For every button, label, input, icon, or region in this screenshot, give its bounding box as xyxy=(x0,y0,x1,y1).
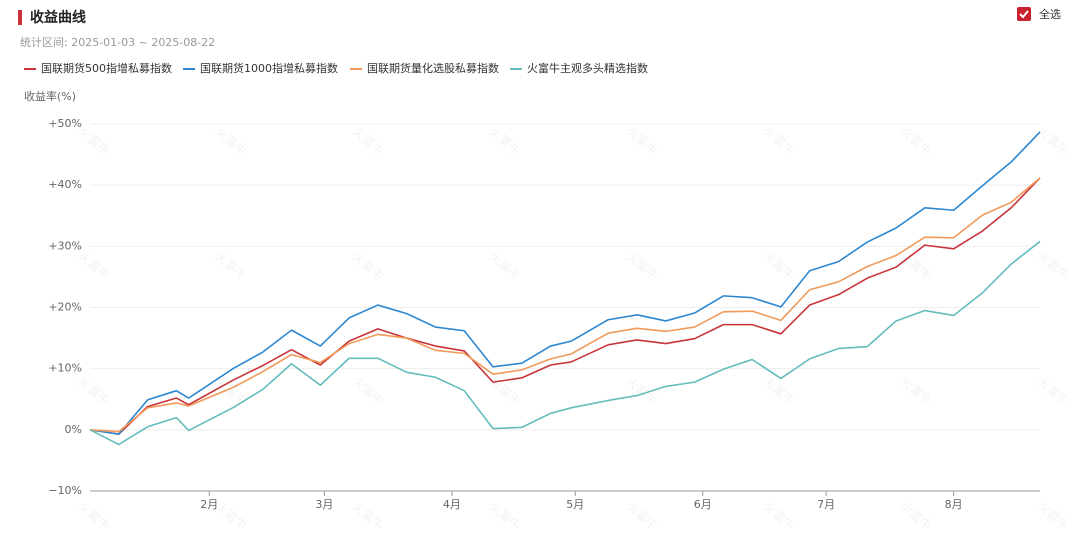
watermark: 火富牛 xyxy=(761,123,798,158)
y-tick-label: +20% xyxy=(48,301,82,314)
legend-label: 火富牛主观多头精选指数 xyxy=(527,61,648,75)
x-tick-label: 8月 xyxy=(945,498,963,511)
watermark: 火富牛 xyxy=(898,498,935,533)
watermark: 火富牛 xyxy=(1035,498,1072,533)
legend-label: 国联期货500指增私募指数 xyxy=(41,61,172,75)
watermark: 火富牛 xyxy=(213,123,250,158)
x-tick-label: 7月 xyxy=(817,498,835,511)
watermark: 火富牛 xyxy=(624,373,661,408)
y-tick-label: +50% xyxy=(48,117,82,130)
watermark: 火富牛 xyxy=(624,498,661,533)
watermark: 火富牛 xyxy=(76,498,113,533)
select-all[interactable]: 全选 xyxy=(1039,7,1061,21)
checkbox[interactable] xyxy=(1017,7,1031,21)
watermark: 火富牛 xyxy=(761,248,798,283)
watermark: 火富牛 xyxy=(350,248,387,283)
x-tick-label: 6月 xyxy=(694,498,712,511)
watermark: 火富牛 xyxy=(487,123,524,158)
legend-label: 国联期货1000指增私募指数 xyxy=(200,61,338,75)
watermark: 火富牛 xyxy=(350,123,387,158)
x-tick-label: 2月 xyxy=(200,498,218,511)
title-bar xyxy=(18,10,22,25)
watermark: 火富牛 xyxy=(1035,123,1072,158)
series-line xyxy=(89,177,1041,433)
watermark: 火富牛 xyxy=(350,498,387,533)
x-tick-label: 3月 xyxy=(315,498,333,511)
watermark: 火富牛 xyxy=(350,373,387,408)
watermark: 火富牛 xyxy=(1035,248,1072,283)
watermark: 火富牛 xyxy=(761,498,798,533)
y-axis-label: 收益率(%) xyxy=(24,89,76,103)
watermark: 火富牛 xyxy=(213,248,250,283)
x-tick-label: 5月 xyxy=(566,498,584,511)
y-tick-label: +10% xyxy=(48,362,82,375)
watermark: 火富牛 xyxy=(898,123,935,158)
watermark: 火富牛 xyxy=(213,498,250,533)
watermark: 火富牛 xyxy=(487,248,524,283)
legend-label: 国联期货量化选股私募指数 xyxy=(367,61,499,75)
y-tick-label: −10% xyxy=(48,484,82,497)
watermark: 火富牛 xyxy=(1035,373,1072,408)
series-line xyxy=(89,240,1041,446)
check-icon xyxy=(1019,10,1029,19)
watermark: 火富牛 xyxy=(624,123,661,158)
watermark: 火富牛 xyxy=(898,373,935,408)
y-tick-label: +40% xyxy=(48,178,82,191)
y-tick-label: +30% xyxy=(48,239,82,252)
watermark: 火富牛 xyxy=(76,373,113,408)
watermark: 火富牛 xyxy=(76,248,113,283)
watermark: 火富牛 xyxy=(761,373,798,408)
series-line xyxy=(89,131,1041,435)
y-tick-label: 0% xyxy=(65,423,82,436)
watermark: 火富牛 xyxy=(898,248,935,283)
x-tick-label: 4月 xyxy=(443,498,461,511)
subtitle: 统计区间: 2025-01-03 ~ 2025-08-22 xyxy=(20,36,215,49)
title: 收益曲线 xyxy=(30,9,86,26)
watermark: 火富牛 xyxy=(624,248,661,283)
series-line xyxy=(89,177,1041,435)
watermark: 火富牛 xyxy=(487,498,524,533)
